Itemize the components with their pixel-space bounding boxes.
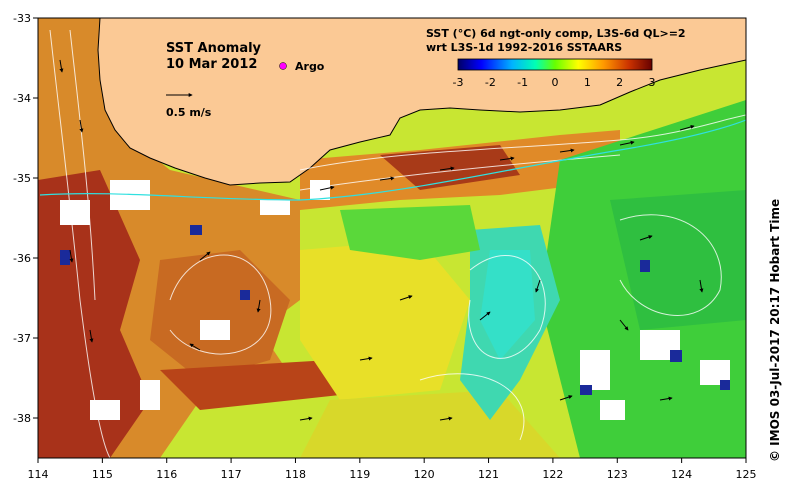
colorbar-tick-label: 1 — [584, 76, 591, 89]
map-title: SST Anomaly — [166, 41, 262, 56]
y-axis: -33 -34 -35 -36 -37 -38 — [13, 12, 38, 425]
x-tick-label: 120 — [414, 468, 435, 481]
x-tick-label: 118 — [285, 468, 306, 481]
velocity-scale-label: 0.5 m/s — [166, 106, 212, 119]
product-description-line1: SST (°C) 6d ngt-only comp, L3S-6d QL>=2 — [426, 27, 686, 40]
x-tick-label: 117 — [221, 468, 242, 481]
eastern-green-patch — [610, 190, 746, 330]
y-tick-label: -36 — [13, 252, 31, 265]
central-warm-eddy — [150, 250, 290, 380]
credit-label: © IMOS 03-Jul-2017 20:17 Hobart Time — [768, 199, 782, 462]
x-tick-label: 121 — [478, 468, 499, 481]
colorbar-tick-label: 0 — [552, 76, 559, 89]
y-tick-label: -33 — [13, 12, 31, 25]
x-tick-label: 125 — [736, 468, 757, 481]
colorbar-tick-label: -2 — [485, 76, 496, 89]
x-axis: 114 115 116 117 118 119 120 121 122 123 124 125 — [28, 458, 757, 481]
current-fronts — [39, 119, 746, 201]
western-hot-anomaly — [38, 170, 150, 458]
colorbar-tick-label: 2 — [616, 76, 623, 89]
map-date: 10 Mar 2012 — [166, 57, 257, 72]
mid-green-zone — [340, 205, 480, 260]
product-description-line2: wrt L3S-1d 1992-2016 SSTAARS — [426, 41, 622, 54]
argo-legend-label: Argo — [295, 60, 325, 73]
no-data-patches — [60, 180, 730, 420]
x-tick-label: 123 — [607, 468, 628, 481]
y-tick-label: -37 — [13, 332, 31, 345]
current-vectors — [59, 59, 704, 421]
colorbar-ticks: -3 -2 -1 0 1 2 3 — [453, 76, 656, 89]
y-tick-label: -35 — [13, 172, 31, 185]
central-yellow-zone — [300, 240, 470, 400]
x-tick-label: 116 — [156, 468, 177, 481]
x-tick-label: 124 — [671, 468, 692, 481]
x-tick-label: 122 — [542, 468, 563, 481]
southwest-hot-band — [160, 360, 340, 410]
x-tick-label: 115 — [92, 468, 113, 481]
colorbar-tick-label: -3 — [453, 76, 464, 89]
cold-anomaly-patches — [60, 225, 730, 395]
current-streamlines — [49, 29, 746, 458]
cyan-cool-core — [480, 250, 535, 360]
colorbar-tick-label: 3 — [649, 76, 656, 89]
plot-frame — [37, 17, 747, 459]
colorbar-tick-label: -1 — [517, 76, 528, 89]
coastal-hot-band — [380, 145, 520, 190]
y-tick-label: -34 — [13, 92, 31, 105]
y-tick-label: -38 — [13, 412, 31, 425]
colorbar — [457, 58, 653, 71]
x-tick-label: 114 — [28, 468, 49, 481]
argo-float-marker — [279, 62, 287, 70]
plot-area — [38, 18, 746, 458]
x-tick-label: 119 — [349, 468, 370, 481]
